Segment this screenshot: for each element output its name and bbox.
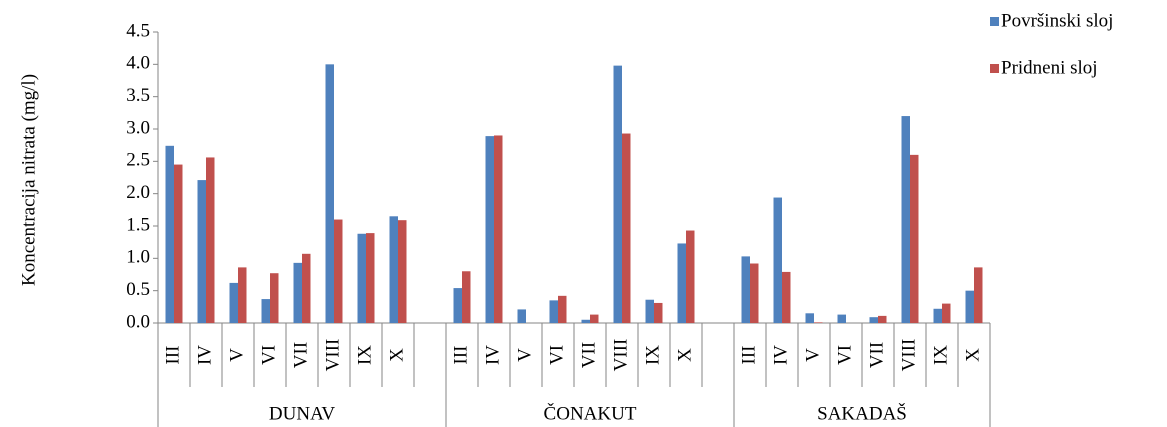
x-tick-label: VIII	[610, 339, 631, 372]
legend-swatch	[990, 17, 999, 26]
bar	[613, 65, 622, 324]
bar	[197, 180, 206, 323]
x-tick-label: VI	[546, 345, 567, 365]
x-tick-label: IX	[930, 345, 951, 365]
bar	[581, 319, 590, 323]
bar	[366, 233, 375, 323]
bar	[654, 302, 663, 323]
legend-swatch	[990, 64, 999, 73]
y-tick-label: 3.0	[126, 117, 150, 138]
y-tick-label: 0.5	[126, 279, 150, 300]
bar	[462, 271, 471, 323]
bar	[741, 256, 750, 323]
bar	[878, 315, 887, 323]
bar	[965, 290, 974, 323]
x-tick-label: III	[450, 346, 471, 365]
bar	[974, 267, 983, 323]
y-axis-title: Koncentracija nitrata (mg/l)	[18, 74, 39, 286]
bar	[549, 300, 558, 323]
legend-label: Pridneni sloj	[1001, 57, 1098, 78]
y-tick-label: 2.0	[126, 182, 150, 203]
bar	[837, 314, 846, 323]
bar	[238, 267, 247, 323]
x-tick-label: V	[226, 348, 247, 362]
y-tick-label: 2.5	[126, 150, 150, 171]
bar	[622, 133, 631, 323]
group-label: SAKADAŠ	[817, 402, 907, 424]
x-tick-label: VI	[258, 345, 279, 365]
bar	[165, 145, 174, 323]
y-tick-label: 4.5	[126, 20, 150, 41]
x-tick-label: III	[162, 346, 183, 365]
bar	[485, 136, 494, 323]
y-tick-label: 4.0	[126, 53, 150, 74]
x-tick-label: V	[802, 348, 823, 362]
x-tick-label: X	[674, 348, 695, 362]
bar	[302, 253, 311, 323]
bar	[773, 197, 782, 323]
bar	[293, 262, 302, 323]
x-tick-label: IV	[770, 345, 791, 365]
bar	[229, 282, 238, 323]
bar	[933, 308, 942, 323]
bar	[389, 216, 398, 323]
y-tick-label: 3.5	[126, 85, 150, 106]
bar	[517, 309, 526, 323]
x-tick-label: VIII	[898, 339, 919, 372]
bar	[261, 299, 270, 323]
bar	[558, 295, 567, 323]
bar	[494, 135, 503, 323]
bar	[270, 273, 279, 323]
group-label: DUNAV	[269, 403, 335, 424]
bar	[590, 314, 599, 323]
bar	[750, 263, 759, 323]
bar	[334, 219, 343, 323]
x-tick-label: VII	[290, 342, 311, 368]
bar	[782, 271, 791, 323]
bar	[677, 243, 686, 323]
bar	[398, 220, 407, 323]
y-tick-label: 1.0	[126, 247, 150, 268]
x-tick-label: VII	[866, 342, 887, 368]
x-tick-label: X	[386, 348, 407, 362]
bar	[686, 230, 695, 323]
bar	[645, 299, 654, 323]
x-tick-label: VI	[834, 345, 855, 365]
group-label: ČONAKUT	[544, 402, 637, 424]
y-tick-label: 1.5	[126, 214, 150, 235]
x-tick-label: VIII	[322, 339, 343, 372]
bar	[206, 157, 215, 323]
bar	[869, 317, 878, 323]
x-tick-label: IX	[354, 345, 375, 365]
x-tick-label: III	[738, 346, 759, 365]
bar	[910, 154, 919, 323]
x-tick-label: X	[962, 348, 983, 362]
bar	[174, 164, 183, 323]
x-tick-label: V	[514, 348, 535, 362]
y-tick-label: 0.0	[126, 311, 150, 332]
bar	[325, 64, 334, 323]
x-tick-label: VII	[578, 342, 599, 368]
x-tick-label: IV	[482, 345, 503, 365]
bar	[805, 313, 814, 323]
bar	[901, 116, 910, 323]
bar	[814, 322, 823, 323]
bar	[453, 288, 462, 323]
x-tick-label: IX	[642, 345, 663, 365]
x-tick-label: IV	[194, 345, 215, 365]
bar	[357, 233, 366, 323]
legend-label: Površinski sloj	[1001, 10, 1113, 31]
bar	[942, 303, 951, 323]
